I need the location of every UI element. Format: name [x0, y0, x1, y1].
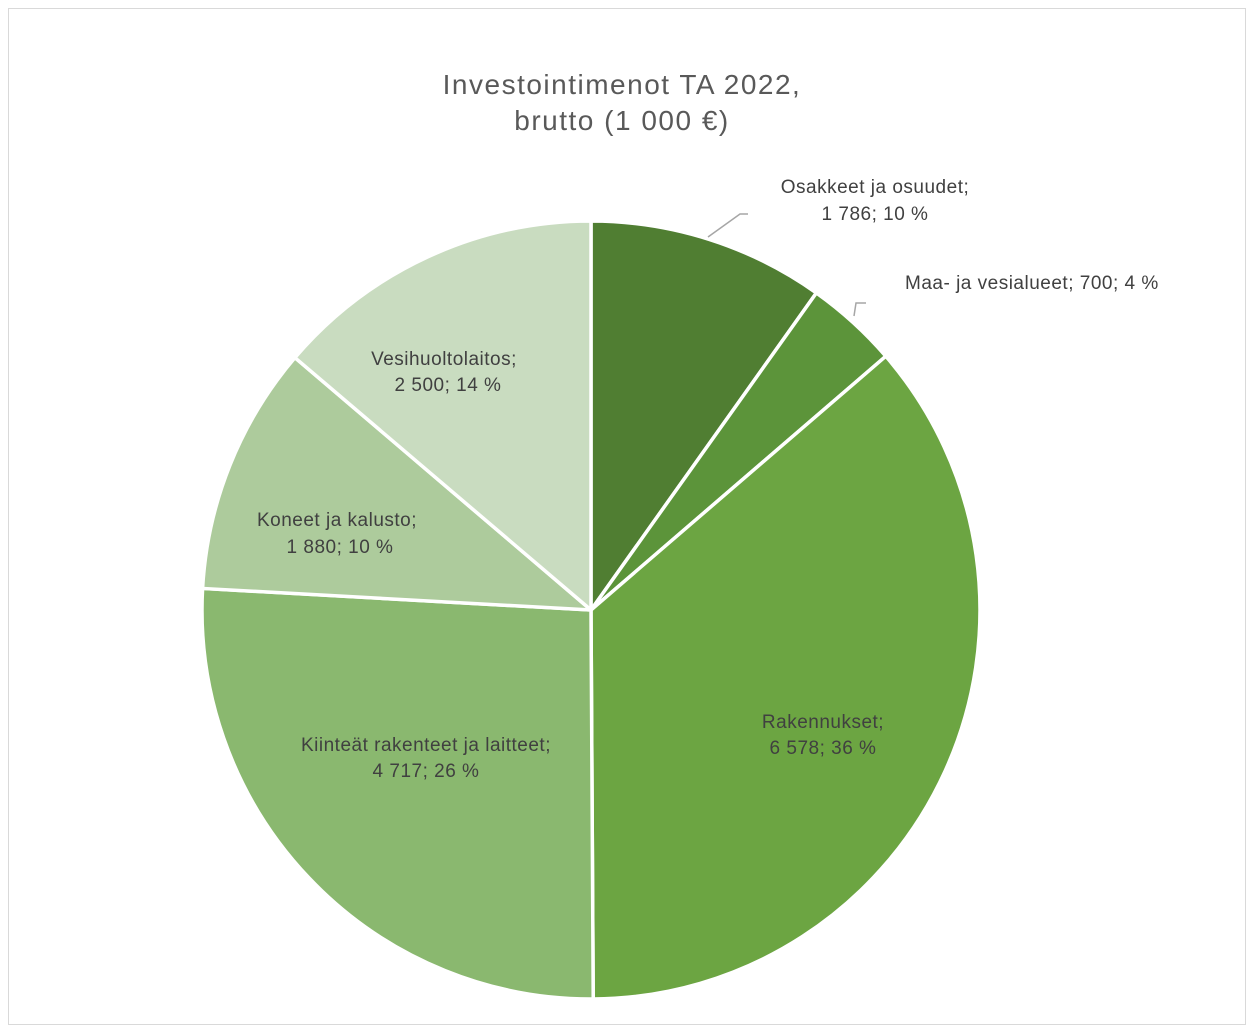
data-label-3-value: 6 578; 36 %	[770, 738, 877, 759]
pie-slice-6	[293, 219, 593, 612]
data-label-4-category: Kiinteät rakenteet ja laitteet;	[301, 735, 551, 756]
leader-line-2	[853, 302, 866, 317]
data-label-1-category: Osakkeet ja osuudet;	[781, 177, 970, 198]
chart-title: Investointimenot TA 2022, brutto (1 000 …	[9, 67, 1235, 139]
data-label-2: Maa- ja vesialueet; 700; 4 %	[905, 273, 1159, 294]
data-label-5-value: 1 880; 10 %	[287, 537, 394, 558]
data-label-3-category: Rakennukset;	[762, 712, 884, 733]
chart-title-line-2: brutto (1 000 €)	[514, 105, 730, 136]
data-label-1-value: 1 786; 10 %	[822, 204, 929, 225]
data-label-5-category: Koneet ja kalusto;	[257, 510, 417, 531]
pie-slice-3	[589, 354, 982, 1001]
data-label-6-value: 2 500; 14 %	[395, 375, 502, 396]
pie-slice-5	[200, 355, 593, 612]
pie-slice-4	[200, 586, 595, 1001]
pie-slice-1	[589, 219, 819, 612]
chart-title-line-1: Investointimenot TA 2022,	[442, 69, 802, 100]
data-label-4-value: 4 717; 26 %	[373, 761, 480, 782]
data-label-6-category: Vesihuoltolaitos;	[371, 349, 517, 370]
leader-line-1	[707, 213, 748, 238]
